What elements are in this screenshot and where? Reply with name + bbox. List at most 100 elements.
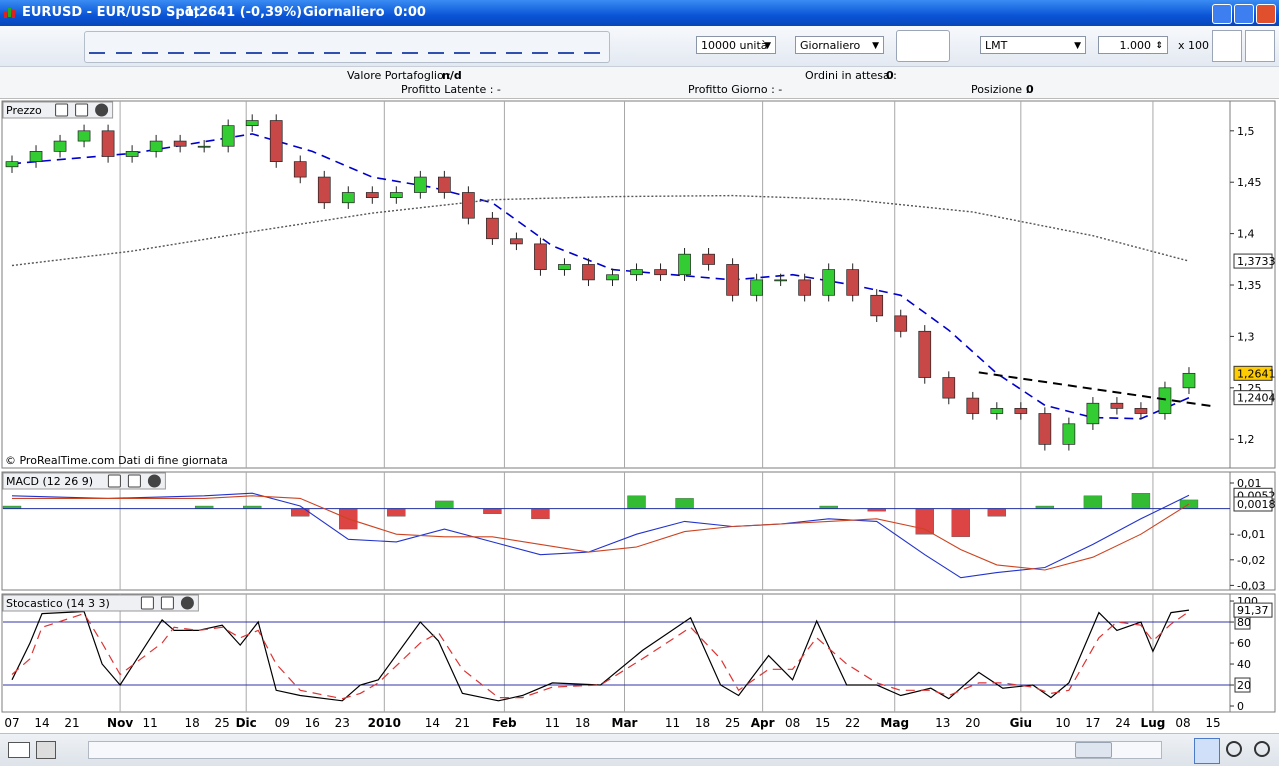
zoom-in-button[interactable] (1254, 741, 1270, 757)
candle-body (847, 270, 859, 296)
candle-body (486, 218, 498, 239)
candle-body (414, 177, 426, 192)
settings-button[interactable] (56, 104, 68, 116)
candle-body (102, 131, 114, 157)
candle-body (799, 280, 811, 295)
candle-body (78, 131, 90, 141)
window-button[interactable] (128, 475, 140, 487)
zoom-select-button[interactable] (1194, 738, 1220, 764)
x-tick-label: 10 (1055, 716, 1070, 730)
panel (2, 101, 1275, 468)
x-tick-label: 11 (142, 716, 157, 730)
candle-body (1063, 424, 1075, 445)
candle-body (967, 398, 979, 413)
y-tick-label: 0 (1237, 700, 1244, 713)
candle-body (775, 280, 787, 281)
y-tick-label: 1,2 (1237, 433, 1255, 446)
scroll-thumb[interactable] (1075, 742, 1112, 758)
candle-body (751, 280, 763, 295)
x-tick-label: 18 (185, 716, 200, 730)
y-tick-label: 1,3 (1237, 330, 1255, 343)
candle-body (1183, 373, 1195, 387)
close-panel-button[interactable] (148, 475, 160, 487)
histogram-bar (1132, 493, 1150, 508)
candle-body (438, 177, 450, 192)
close-panel-button[interactable] (181, 597, 193, 609)
y-tick-label: 20 (1237, 679, 1251, 692)
histogram-bar (988, 509, 1006, 517)
x-tick-label: 2010 (368, 716, 401, 730)
y-tick-label: 1,4 (1237, 228, 1255, 241)
candle-body (462, 192, 474, 218)
source-note: © ProRealTime.com Dati di fine giornata (5, 454, 228, 467)
y-tick-label: 80 (1237, 616, 1251, 629)
panel (2, 472, 1275, 590)
candle-body (126, 151, 138, 156)
zoom-out-button[interactable] (1226, 741, 1242, 757)
candle-body (222, 126, 234, 147)
bottom-bar (0, 733, 1279, 766)
x-tick-label: 24 (1115, 716, 1130, 730)
y-tick-label: 1,5 (1237, 125, 1255, 138)
panel-title: Stocastico (14 3 3) (6, 597, 110, 610)
x-tick-label: 16 (305, 716, 320, 730)
x-tick-label: 14 (425, 716, 440, 730)
x-tick-label: 13 (935, 716, 950, 730)
x-tick-label: 15 (815, 716, 830, 730)
close-panel-button[interactable] (96, 104, 108, 116)
x-tick-label: 21 (455, 716, 470, 730)
x-tick-label: Mag (880, 716, 909, 730)
candle-body (1087, 403, 1099, 424)
candle-body (318, 177, 330, 203)
candle-body (727, 264, 739, 295)
value-label: 1,3733 (1237, 255, 1276, 268)
candle-body (943, 378, 955, 399)
x-tick-label: Nov (107, 716, 133, 730)
candle-body (174, 141, 186, 146)
x-tick-label: 08 (785, 716, 800, 730)
y-tick-label: -0,01 (1237, 528, 1265, 541)
candle-body (558, 264, 570, 269)
candle-body (246, 121, 258, 126)
candle-body (366, 192, 378, 197)
histogram-bar (676, 498, 694, 508)
x-tick-label: Mar (612, 716, 638, 730)
x-tick-label: 25 (215, 716, 230, 730)
x-tick-label: 08 (1175, 716, 1190, 730)
candle-body (631, 270, 643, 275)
x-tick-label: Giu (1010, 716, 1033, 730)
settings-button[interactable] (108, 475, 120, 487)
scrollbar[interactable] (88, 741, 1162, 759)
x-tick-label: 17 (1085, 716, 1100, 730)
print-button[interactable] (36, 741, 56, 759)
candle-body (582, 264, 594, 279)
candle-body (54, 141, 66, 151)
y-tick-label: 40 (1237, 658, 1251, 671)
candle-body (655, 270, 667, 275)
x-tick-label: 14 (34, 716, 49, 730)
x-tick-label: 21 (64, 716, 79, 730)
x-tick-label: Dic (236, 716, 257, 730)
y-tick-label: -0,03 (1237, 579, 1265, 592)
window-button[interactable] (161, 597, 173, 609)
value-label: 1,2641 (1237, 367, 1276, 380)
x-tick-label: Lug (1141, 716, 1166, 730)
window-button[interactable] (76, 104, 88, 116)
mail-button[interactable] (8, 742, 30, 758)
x-tick-label: 07 (4, 716, 19, 730)
settings-button[interactable] (141, 597, 153, 609)
candle-body (919, 331, 931, 377)
candle-body (390, 192, 402, 197)
candle-body (30, 151, 42, 161)
x-tick-label: Feb (492, 716, 517, 730)
value-label: 91,37 (1237, 604, 1269, 617)
histogram-bar (387, 509, 405, 517)
candle-body (895, 316, 907, 331)
candle-body (534, 244, 546, 270)
candle-body (1135, 408, 1147, 413)
histogram-bar (531, 509, 549, 519)
y-tick-label: 1,45 (1237, 176, 1262, 189)
histogram-bar (952, 509, 970, 537)
x-tick-label: 18 (695, 716, 710, 730)
